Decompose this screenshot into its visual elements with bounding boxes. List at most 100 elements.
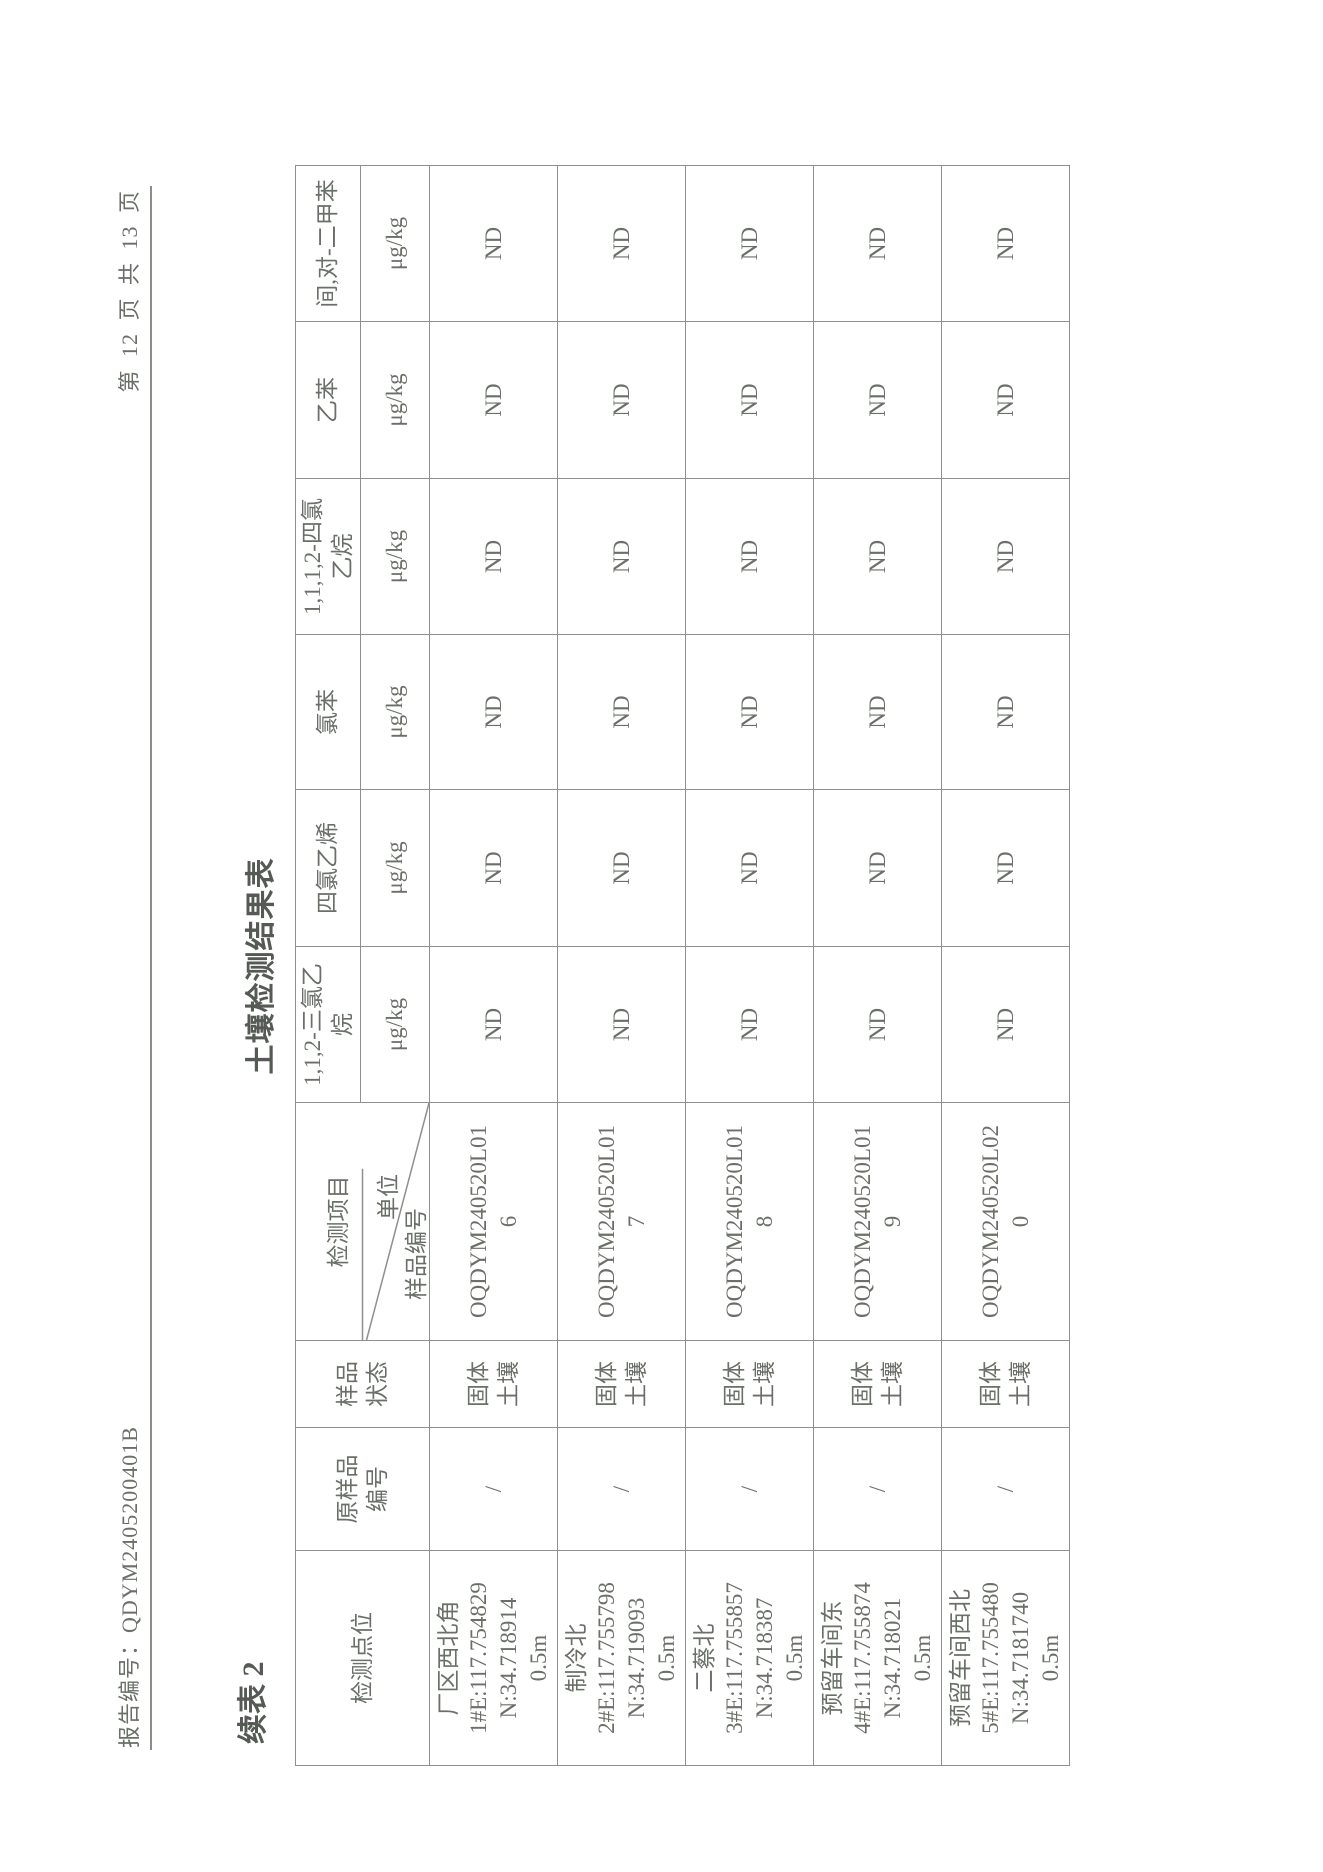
header-analyte: 氯苯: [295, 634, 361, 790]
result-value: ND: [685, 321, 814, 479]
sample-no-value: OQDYM240520L020: [977, 1125, 1033, 1318]
location-line: 2#E:117.755798: [593, 1582, 619, 1734]
state-value: 固体土壤: [465, 1361, 521, 1407]
state-cell: 固体土壤: [429, 1340, 558, 1428]
result-value: ND: [685, 789, 814, 947]
orig-sample-cell: /: [813, 1427, 942, 1551]
analyte-name: 四氯乙烯: [315, 822, 340, 914]
state-value: 固体土壤: [721, 1361, 777, 1407]
location-line: 预留车间东: [819, 1600, 845, 1716]
result-value: ND: [557, 789, 686, 947]
sample-no-cell: OQDYM240520L020: [941, 1102, 1070, 1341]
page-number: 第 12 页 共 13 页: [117, 190, 142, 393]
location-line: 3#E:117.755857: [721, 1582, 747, 1734]
analyte-name: 氯苯: [315, 689, 340, 735]
analyte-name: 乙苯: [315, 377, 340, 423]
analyte-name: 1,1,1,2-四氯乙烷: [300, 498, 355, 615]
result-value: ND: [685, 165, 814, 322]
result-value: ND: [941, 946, 1070, 1103]
header-orig-sample-label: 原样品编号: [334, 1454, 390, 1524]
header-analyte: 1,1,1,2-四氯乙烷: [295, 478, 361, 635]
sample-no-cell: OQDYM240520L019: [813, 1102, 942, 1341]
sample-no-value: OQDYM240520L019: [849, 1125, 905, 1318]
header-state: 样品状态: [295, 1340, 430, 1428]
location-line: 0.5m: [1037, 1634, 1063, 1682]
orig-sample-cell: /: [685, 1427, 814, 1551]
table-row: 厂区西北角 1#E:117.754829 N:34.718914 0.5m / 固体土壤 O…: [429, 165, 558, 1766]
result-value: ND: [557, 946, 686, 1103]
header-orig-sample: 原样品编号: [295, 1427, 430, 1551]
result-value: ND: [429, 321, 558, 479]
header-analyte-unit: μg/kg: [360, 478, 430, 635]
location-cell: 厂区西北角 1#E:117.754829 N:34.718914 0.5m: [429, 1550, 558, 1766]
result-value: ND: [557, 478, 686, 635]
orig-sample-cell: /: [941, 1427, 1070, 1551]
result-value: ND: [685, 634, 814, 790]
location-line: 4#E:117.755874: [849, 1582, 875, 1734]
state-value: 固体土壤: [849, 1361, 905, 1407]
state-cell: 固体土壤: [557, 1340, 686, 1428]
sample-no-value: OQDYM240520L017: [593, 1125, 649, 1318]
result-value: ND: [557, 634, 686, 790]
location-cell: 预留车间西北 5#E:117.755480 N:34.7181740 0.5m: [941, 1550, 1070, 1766]
table-title: 土壤检测结果表: [245, 857, 278, 1075]
continued-label: 续表 2: [237, 1661, 270, 1745]
location-line: 0.5m: [653, 1634, 679, 1682]
location-line: 0.5m: [525, 1634, 551, 1682]
table-row: 预留车间西北 5#E:117.755480 N:34.7181740 0.5m / 固体土…: [941, 165, 1070, 1766]
header-analyte: 1,1,2-三氯乙烷: [295, 946, 361, 1103]
sample-no-cell: OQDYM240520L018: [685, 1102, 814, 1341]
location-line: N:34.7181740: [1007, 1591, 1033, 1725]
state-value: 固体土壤: [593, 1361, 649, 1407]
location-cell: 制冷北 2#E:117.755798 N:34.719093 0.5m: [557, 1550, 686, 1766]
location-line: 制冷北: [563, 1623, 589, 1693]
header-project: 检测项目 单位 样品编号: [295, 1102, 430, 1341]
header-analyte-unit: μg/kg: [360, 634, 430, 790]
location-line: N:34.719093: [623, 1597, 649, 1719]
header-state-label: 样品状态: [334, 1361, 390, 1407]
result-value: ND: [429, 946, 558, 1103]
location-line: 0.5m: [781, 1634, 807, 1682]
result-value: ND: [941, 789, 1070, 947]
location-line: 1#E:117.754829: [465, 1582, 491, 1734]
result-value: ND: [813, 165, 942, 322]
header-analyte: 四氯乙烯: [295, 789, 361, 947]
header-analyte: 间,对-二甲苯: [295, 165, 361, 322]
result-value: ND: [941, 478, 1070, 635]
sample-no-value: OQDYM240520L016: [465, 1125, 521, 1318]
result-value: ND: [813, 478, 942, 635]
analyte-name: 1,1,2-三氯乙烷: [300, 963, 355, 1086]
location-line: 预留车间西北: [947, 1589, 973, 1727]
state-cell: 固体土壤: [941, 1340, 1070, 1428]
analyte-name: 间,对-二甲苯: [315, 179, 340, 308]
state-cell: 固体土壤: [813, 1340, 942, 1428]
location-line: N:34.718021: [879, 1597, 905, 1719]
result-value: ND: [557, 321, 686, 479]
orig-sample-cell: /: [557, 1427, 686, 1551]
report-number: 报告编号：QDYM2405200401B: [117, 1426, 142, 1748]
result-value: ND: [813, 634, 942, 790]
result-value: ND: [685, 478, 814, 635]
result-value: ND: [557, 165, 686, 322]
table-row: 二蔡北 3#E:117.755857 N:34.718387 0.5m / 固体土壤 OQD…: [685, 165, 814, 1766]
location-cell: 二蔡北 3#E:117.755857 N:34.718387 0.5m: [685, 1550, 814, 1766]
sample-no-cell: OQDYM240520L017: [557, 1102, 686, 1341]
location-line: 0.5m: [909, 1634, 935, 1682]
diagonal-lines: [361, 1103, 429, 1340]
results-table: 检测点位 原样品编号 样品状态 检测项目 单位 样品编号 1,1,2-三氯乙烷 四…: [295, 165, 1070, 1766]
orig-sample-cell: /: [429, 1427, 558, 1551]
state-cell: 固体土壤: [685, 1340, 814, 1428]
location-cell: 预留车间东 4#E:117.755874 N:34.718021 0.5m: [813, 1550, 942, 1766]
location-line: N:34.718914: [495, 1597, 521, 1719]
result-value: ND: [429, 165, 558, 322]
header-analyte-unit: μg/kg: [360, 946, 430, 1103]
header-unit-label: 单位: [376, 1174, 401, 1220]
header-analyte-unit: μg/kg: [360, 789, 430, 947]
header-analyte: 乙苯: [295, 321, 361, 479]
header-analyte-unit: μg/kg: [360, 165, 430, 322]
location-line: 二蔡北: [691, 1623, 717, 1693]
sample-no-cell: OQDYM240520L016: [429, 1102, 558, 1341]
header-divider: [150, 186, 152, 1750]
location-line: 厂区西北角: [435, 1600, 461, 1716]
header-analyte-unit: μg/kg: [360, 321, 430, 479]
